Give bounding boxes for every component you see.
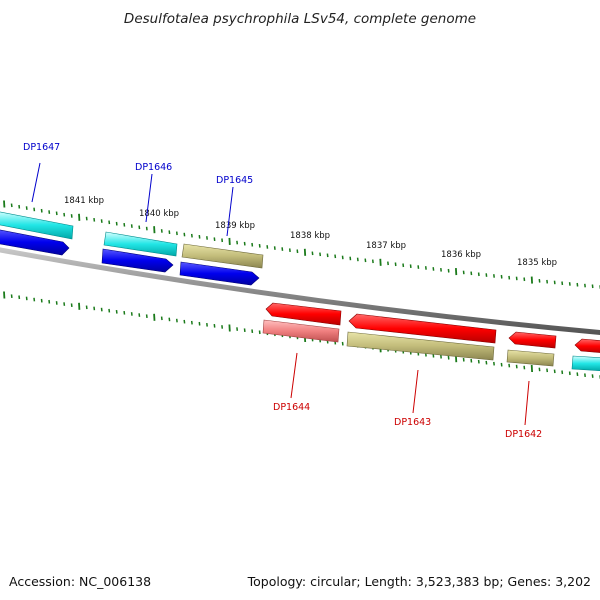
gene-dp1642-cds[interactable] (506, 349, 555, 367)
tick-label-1835: 1835 kbp (517, 258, 557, 268)
gene-label-dp1646[interactable]: DP1646 (135, 162, 172, 173)
leader-dp1647 (31, 162, 41, 203)
gene-dp1646-cds[interactable] (103, 231, 178, 257)
gene-dp1642[interactable] (508, 331, 557, 349)
genome-summary-text: Topology: circular; Length: 3,523,383 bp… (247, 574, 591, 589)
tick-label-1840: 1840 kbp (139, 209, 179, 219)
gene-label-dp1645[interactable]: DP1645 (216, 175, 253, 186)
gene-next-right-cds[interactable] (571, 355, 600, 371)
accession-text: Accession: NC_006138 (9, 574, 151, 589)
gene-dp1643[interactable] (348, 313, 497, 344)
tick-label-1841: 1841 kbp (64, 196, 104, 206)
gene-dp1644-cds[interactable] (262, 319, 340, 343)
tick-row-upper (3, 200, 600, 289)
gene-dp1645[interactable] (179, 261, 260, 286)
tick-label-1837: 1837 kbp (366, 241, 406, 251)
gene-label-dp1647[interactable]: DP1647 (23, 142, 60, 153)
leader-dp1645 (226, 186, 234, 237)
tick-label-1838: 1838 kbp (290, 231, 330, 241)
map-title: Desulfotalea psychrophila LSv54, complet… (124, 11, 476, 27)
gene-dp1645-cds[interactable] (181, 243, 264, 269)
leader-dp1644 (290, 352, 298, 399)
leader-dp1643 (412, 369, 419, 414)
gene-next-right[interactable] (574, 338, 600, 353)
tick-label-1836: 1836 kbp (441, 250, 481, 260)
gene-dp1643-cds[interactable] (346, 331, 495, 361)
gene-dp1647-cds[interactable] (0, 211, 74, 240)
gene-dp1647[interactable] (0, 229, 70, 256)
leader-dp1646 (145, 173, 153, 223)
leader-dp1642 (524, 380, 530, 426)
gene-label-dp1643[interactable]: DP1643 (394, 417, 431, 428)
gene-dp1646[interactable] (101, 248, 174, 273)
tick-label-1839: 1839 kbp (215, 221, 255, 231)
gene-label-dp1642[interactable]: DP1642 (505, 429, 542, 440)
genome-backbone (0, 247, 600, 336)
gene-dp1644[interactable] (265, 302, 342, 326)
gene-label-dp1644[interactable]: DP1644 (273, 402, 310, 413)
